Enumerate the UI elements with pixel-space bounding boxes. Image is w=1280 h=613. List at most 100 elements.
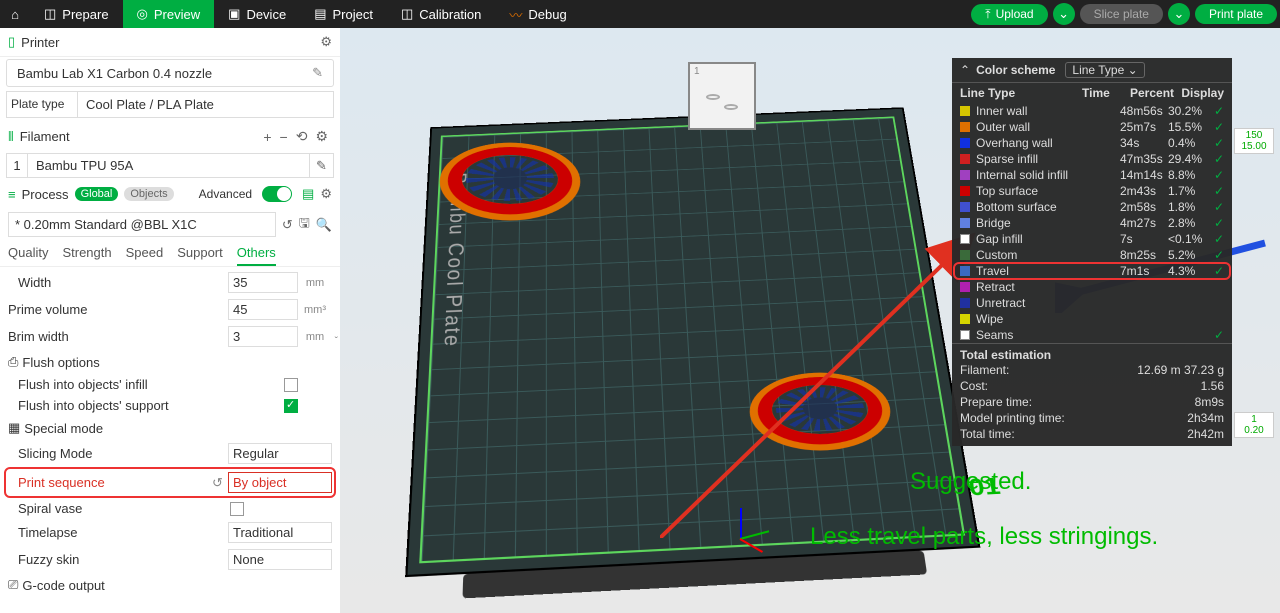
legend-row[interactable]: Gap infill7s<0.1%✓	[952, 231, 1232, 247]
list-icon[interactable]: ▤	[302, 186, 314, 202]
search-icon[interactable]: 🔍	[316, 217, 332, 233]
calibration-icon: ◫	[401, 6, 413, 22]
add-icon[interactable]: +	[263, 129, 271, 145]
legend-row[interactable]: Outer wall25m7s15.5%✓	[952, 119, 1232, 135]
legend-row[interactable]: Travel7m1s4.3%✓	[955, 264, 1229, 278]
flush-header: ⎙Flush options	[8, 350, 332, 374]
legend-row[interactable]: Wipe	[952, 311, 1232, 327]
param-prime: Prime volume 45 mm³	[8, 296, 332, 323]
home-icon[interactable]: ⌂	[0, 7, 30, 22]
fuzzy-skin: Fuzzy skin None	[8, 546, 332, 573]
legend-row[interactable]: Custom8m25s5.2%✓	[952, 247, 1232, 263]
legend-row[interactable]: Internal solid infill14m14s8.8%✓	[952, 167, 1232, 183]
process-tabs: Quality Strength Speed Support Others	[0, 241, 340, 267]
edit-icon[interactable]: ✎	[310, 153, 334, 178]
legend-row[interactable]: Top surface2m43s1.7%✓	[952, 183, 1232, 199]
legend-row[interactable]: Overhang wall34s0.4%✓	[952, 135, 1232, 151]
upload-chev[interactable]: ⌄	[1053, 3, 1075, 25]
layer-bot: 10.20	[1234, 412, 1274, 438]
model-1[interactable]	[440, 118, 580, 238]
viewport[interactable]: Bambu Cool Plate 01 Suggested. Less trav…	[340, 28, 1280, 613]
advanced-toggle[interactable]	[262, 186, 292, 202]
legend-row[interactable]: Inner wall48m56s30.2%✓	[952, 103, 1232, 119]
annotation-text: Suggested.	[910, 468, 1031, 496]
print-chev[interactable]: ⌄	[1168, 3, 1190, 25]
printer-title: Printer	[21, 35, 320, 50]
filament-icon: ⦀	[8, 129, 14, 145]
gear-icon[interactable]: ⚙	[315, 128, 328, 145]
device-icon: ▣	[228, 6, 240, 22]
edit-icon[interactable]: ✎	[312, 65, 323, 81]
tab-calibration[interactable]: ◫Calibration	[387, 0, 495, 28]
tab-project[interactable]: ▤Project	[300, 0, 387, 28]
printer-icon: ▯	[8, 34, 15, 50]
process-section: ≡ Process Global Objects Advanced ▤ ⚙	[0, 180, 340, 208]
slicing-mode: Slicing Mode Regular	[8, 440, 332, 467]
scope-global[interactable]: Global	[75, 187, 119, 201]
gear-icon[interactable]: ⚙	[320, 34, 332, 50]
param-brim: Brim width 3 mm	[8, 323, 332, 350]
scope-objects[interactable]: Objects	[124, 187, 173, 201]
tab-support[interactable]: Support	[177, 245, 223, 266]
spiral-vase: Spiral vase	[8, 498, 332, 519]
gcode-header: ⎚G-code output	[8, 573, 332, 597]
mode-select[interactable]: Line Type ⌄	[1065, 62, 1144, 78]
special-header: ▦Special mode	[8, 416, 332, 440]
preset-select[interactable]: * 0.20mm Standard @BBL X1C ↺ 🖫 🔍	[0, 208, 340, 241]
layer-top: 15015.00	[1234, 128, 1274, 154]
slice-button[interactable]: Slice plate	[1080, 4, 1163, 24]
total-header: Total estimation	[960, 348, 1051, 362]
legend-row[interactable]: Bridge4m27s2.8%✓	[952, 215, 1232, 231]
annotation-text: Less travel parts, less stringings.	[810, 523, 1158, 551]
flush-support: Flush into objects' support	[8, 395, 332, 416]
flush-infill: Flush into objects' infill	[8, 374, 332, 395]
legend-row[interactable]: Unretract	[952, 295, 1232, 311]
tab-speed[interactable]: Speed	[126, 245, 164, 266]
plate-type-row[interactable]: Plate type Cool Plate / PLA Plate	[6, 91, 334, 118]
printer-section: ▯ Printer ⚙	[0, 28, 340, 57]
checkbox[interactable]	[230, 502, 244, 516]
tab-strength[interactable]: Strength	[62, 245, 111, 266]
model-2[interactable]	[750, 348, 890, 468]
legend-row[interactable]: Bottom surface2m58s1.8%✓	[952, 199, 1232, 215]
tab-debug[interactable]: 〰Debug	[495, 0, 580, 28]
cube-icon: ◫	[44, 6, 56, 22]
debug-icon: 〰	[509, 5, 522, 24]
eye-icon: ◎	[137, 6, 148, 22]
left-panel: ▯ Printer ⚙ Bambu Lab X1 Carbon 0.4 nozz…	[0, 28, 340, 613]
tab-preview[interactable]: ◎Preview	[123, 0, 215, 28]
print-button[interactable]: Print plate	[1195, 4, 1277, 24]
checkbox-checked[interactable]	[284, 399, 298, 413]
printer-select[interactable]: Bambu Lab X1 Carbon 0.4 nozzle ✎	[6, 59, 334, 87]
chevron-up-icon[interactable]: ˇ	[335, 336, 338, 347]
process-icon: ≡	[8, 187, 16, 202]
checkbox[interactable]	[284, 378, 298, 392]
tab-device[interactable]: ▣Device	[214, 0, 300, 28]
timelapse: Timelapse Traditional	[8, 519, 332, 546]
plate-thumbs: 1	[688, 62, 756, 130]
gear-icon[interactable]: ⚙	[320, 186, 332, 202]
filament-item[interactable]: 1 Bambu TPU 95A ✎	[6, 153, 334, 178]
tab-others[interactable]: Others	[237, 245, 276, 266]
reset-icon[interactable]: ↺	[212, 475, 228, 491]
top-toolbar: ⌂ ◫Prepare ◎Preview ▣Device ▤Project ◫Ca…	[0, 0, 1280, 28]
reset-icon[interactable]: ↺	[282, 217, 293, 233]
legend-row[interactable]: Retract	[952, 279, 1232, 295]
legend-panel: ⌃ Color scheme Line Type ⌄ Line Type Tim…	[952, 58, 1232, 446]
special-icon: ▦	[8, 420, 20, 436]
filament-section: ⦀ Filament + − ⟲ ⚙	[0, 122, 340, 151]
sync-icon[interactable]: ⟲	[296, 128, 308, 145]
legend-row[interactable]: Sparse infill47m35s29.4%✓	[952, 151, 1232, 167]
gcode-icon: ⎚	[8, 577, 18, 593]
collapse-icon[interactable]: ⌃	[960, 63, 970, 77]
param-width: Width 35 mm ˇ	[8, 269, 332, 296]
save-icon[interactable]: 🖫	[299, 214, 310, 236]
legend-row[interactable]: Seams✓	[952, 327, 1232, 343]
print-sequence: Print sequence ↺ By object	[8, 469, 332, 496]
flush-icon: ⎙	[8, 354, 18, 370]
tab-prepare[interactable]: ◫Prepare	[30, 0, 123, 28]
plate-thumb[interactable]: 1	[688, 62, 756, 130]
upload-button[interactable]: ⤒Upload	[971, 4, 1047, 25]
tab-quality[interactable]: Quality	[8, 245, 48, 266]
remove-icon[interactable]: −	[280, 129, 288, 145]
